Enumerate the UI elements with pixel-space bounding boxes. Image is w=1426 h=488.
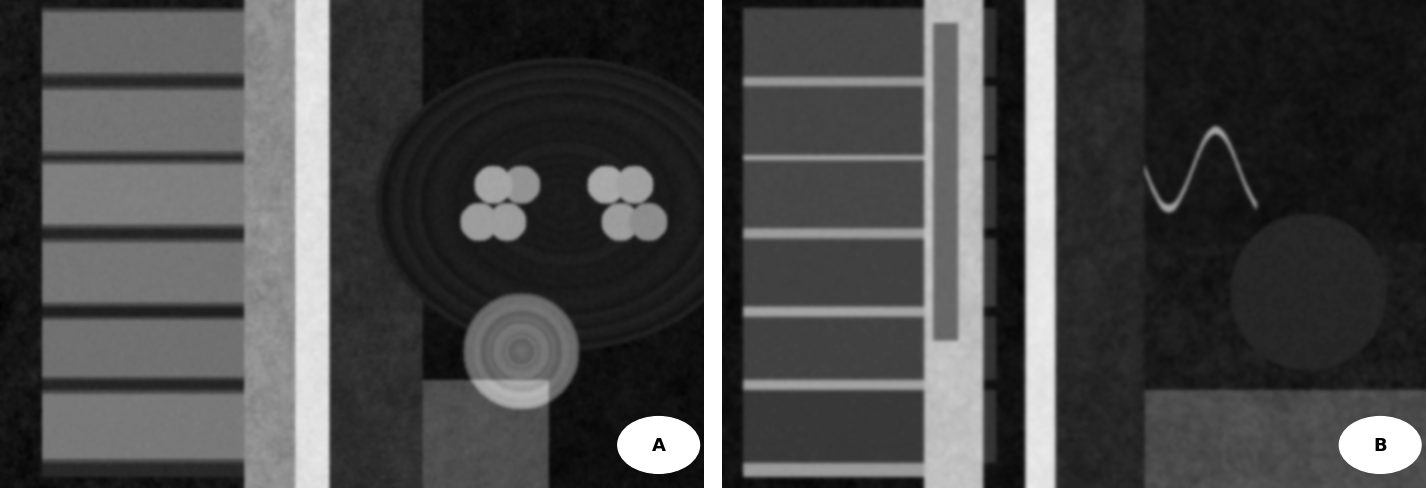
Text: A: A	[652, 436, 666, 454]
Circle shape	[617, 417, 700, 473]
Text: B: B	[1373, 436, 1387, 454]
Circle shape	[1339, 417, 1422, 473]
